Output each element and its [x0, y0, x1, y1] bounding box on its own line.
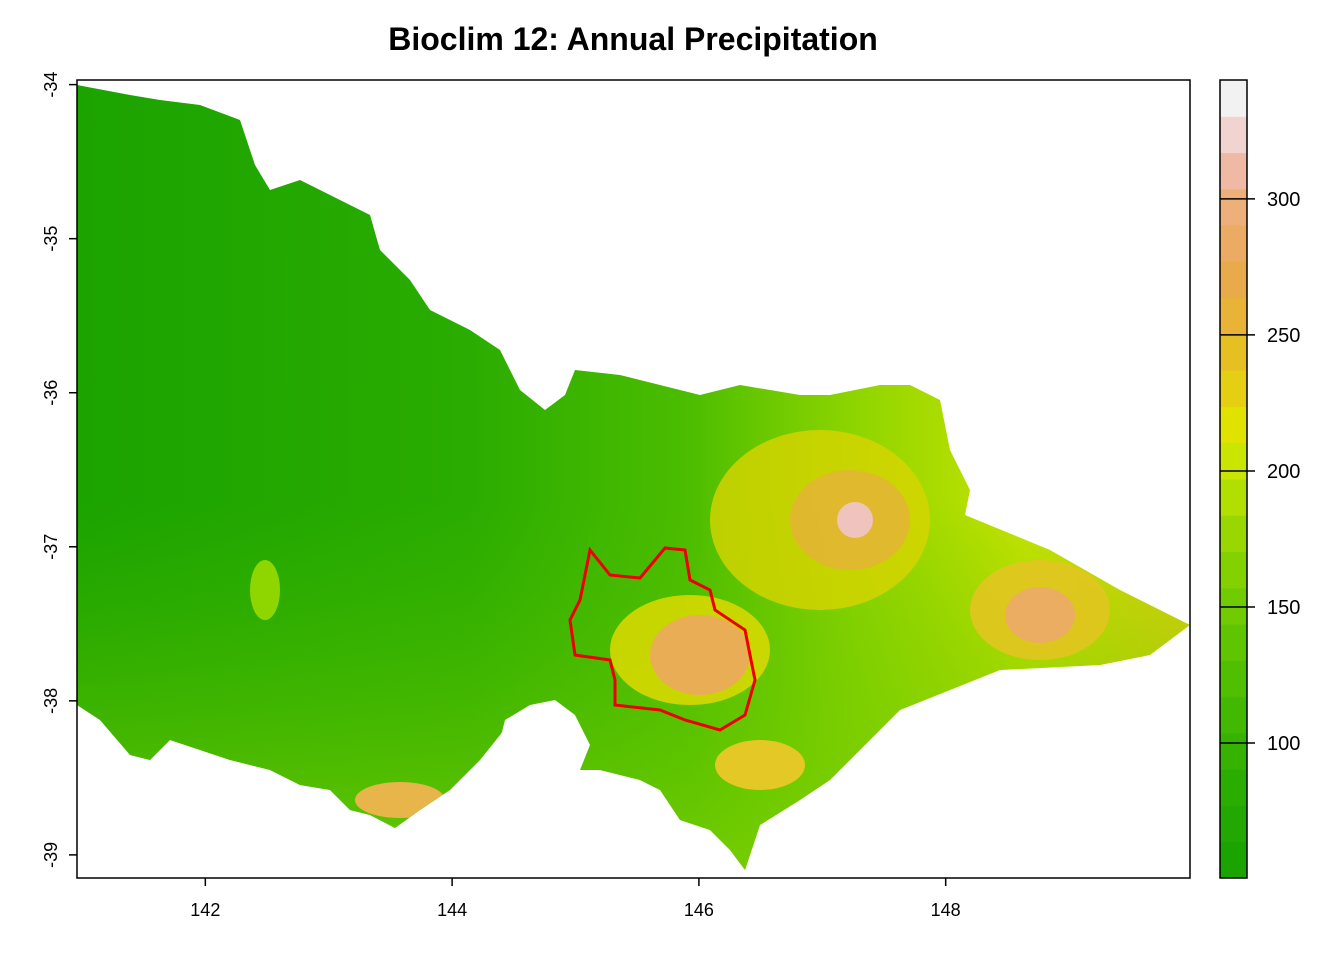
y-tick-label: -34	[41, 72, 61, 98]
legend-band	[1220, 152, 1247, 190]
y-tick-label: -36	[41, 380, 61, 406]
legend-band	[1220, 442, 1247, 480]
x-tick-label: 142	[190, 900, 220, 920]
legend-tick-label: 250	[1267, 325, 1300, 347]
legend-band	[1220, 370, 1247, 407]
plot-frame	[76, 79, 1191, 879]
legend-band	[1220, 225, 1247, 262]
legend-band	[1220, 297, 1247, 335]
legend-band	[1220, 479, 1247, 516]
x-tick-label: 144	[437, 900, 467, 920]
legend-band	[1220, 624, 1247, 661]
legend-frame	[1219, 79, 1248, 879]
precipitation-raster	[77, 85, 1190, 870]
legend-band	[1220, 696, 1247, 734]
legend-band	[1220, 551, 1247, 589]
axes: 142 144 146 148 -39 -38 -37 -36 -35 -34	[41, 72, 961, 920]
legend-tick-label: 200	[1267, 461, 1300, 483]
legend-band	[1220, 333, 1247, 371]
legend-band	[1220, 587, 1247, 625]
legend-band	[1220, 261, 1247, 299]
legend-tick-label: 300	[1267, 189, 1300, 211]
y-tick-label: -38	[41, 688, 61, 714]
legend-band	[1220, 660, 1247, 698]
y-tick-label: -39	[41, 842, 61, 868]
legend-tick-label: 100	[1267, 733, 1300, 755]
legend-band	[1220, 80, 1247, 117]
legend-band	[1220, 769, 1247, 806]
x-tick-label: 148	[931, 900, 961, 920]
color-legend: 100 150 200 250 300	[1219, 79, 1300, 879]
legend-band	[1220, 805, 1247, 843]
y-tick-label: -37	[41, 534, 61, 560]
x-tick-label: 146	[684, 900, 714, 920]
legend-band	[1220, 188, 1247, 226]
legend-band	[1220, 406, 1247, 444]
legend-band	[1220, 116, 1247, 154]
legend-band	[1220, 841, 1247, 879]
y-tick-label: -35	[41, 226, 61, 252]
legend-tick-label: 150	[1267, 597, 1300, 619]
legend-band	[1220, 515, 1247, 553]
catchment-outline	[568, 546, 757, 732]
legend-band	[1220, 732, 1247, 770]
map-title: Bioclim 12: Annual Precipitation	[388, 21, 878, 57]
